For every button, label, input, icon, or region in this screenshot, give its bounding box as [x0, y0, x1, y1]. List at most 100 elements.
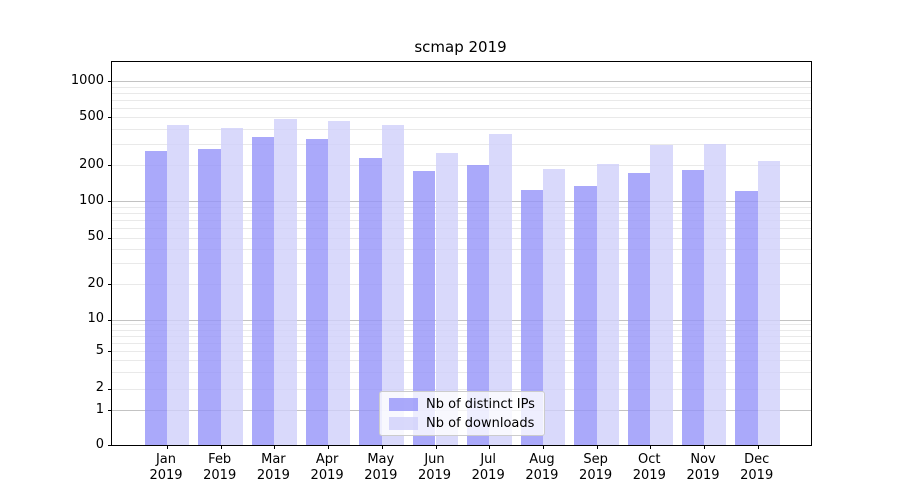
y-tick-mark-1	[108, 410, 112, 411]
y-tick-label-1000: 1000	[70, 72, 104, 88]
y-tick-label-20: 20	[87, 275, 104, 291]
y-tick-mark-50	[108, 237, 112, 239]
x-tick-label-jul: Jul 2019	[471, 452, 505, 483]
legend-swatch-downloads	[389, 416, 418, 430]
gridline-minor-9	[112, 324, 811, 326]
x-tick-label-mar: Mar 2019	[256, 452, 290, 483]
x-tick-mark-sep	[596, 445, 598, 449]
x-tick-mark-may	[381, 445, 383, 449]
y-tick-label-50: 50	[87, 229, 104, 244]
x-tick-mark-jun	[435, 445, 437, 449]
gridline-minor-200	[112, 165, 811, 166]
gridline-minor-3	[112, 372, 811, 373]
bar-downloads-jan	[167, 124, 190, 446]
bar-downloads-sep	[596, 163, 619, 446]
bar-downloads-oct	[650, 144, 673, 446]
y-tick-label-2: 2	[95, 380, 104, 396]
x-tick-mark-mar	[274, 445, 276, 449]
legend: Nb of distinct IPs Nb of downloads	[379, 391, 545, 436]
y-tick-mark-10	[108, 319, 112, 321]
gridline-minor-8	[112, 329, 811, 331]
bar-downloads-mar	[274, 118, 297, 446]
gridline-major-10	[112, 319, 811, 321]
x-tick-label-nov: Nov 2019	[686, 452, 720, 483]
bar-distinct-ips-nov	[681, 170, 704, 446]
bar-downloads-aug	[542, 168, 566, 446]
x-tick-label-jan: Jan 2019	[149, 452, 183, 483]
legend-row-downloads: Nb of downloads	[380, 416, 544, 431]
x-tick-label-oct: Oct 2019	[632, 452, 666, 483]
bar-distinct-ips-feb	[198, 149, 221, 446]
gridline-major-100	[112, 201, 811, 202]
x-tick-mark-nov	[704, 445, 705, 449]
gridline-minor-60	[112, 227, 811, 229]
bar-downloads-jul	[489, 134, 512, 446]
x-tick-label-may: May 2019	[364, 452, 398, 483]
bar-distinct-ips-may	[359, 157, 382, 446]
x-tick-mark-feb	[220, 445, 222, 449]
bar-distinct-ips-jan	[144, 150, 167, 446]
legend-label-distinct-ips: Nb of distinct IPs	[426, 396, 535, 412]
gridline-minor-4	[112, 360, 811, 362]
plot-area: Nb of distinct IPs Nb of downloads	[108, 61, 812, 449]
gridline-minor-50	[112, 237, 811, 239]
x-tick-label-apr: Apr 2019	[310, 452, 344, 483]
x-tick-mark-jul	[489, 445, 491, 449]
bar-distinct-ips-jul	[466, 164, 490, 446]
x-tick-label-jun: Jun 2019	[417, 452, 452, 483]
x-tick-mark-oct	[650, 445, 652, 449]
gridline-minor-7	[112, 335, 811, 337]
y-tick-mark-0	[108, 445, 112, 447]
gridline-minor-30	[112, 263, 811, 265]
gridline-minor-2	[112, 388, 811, 390]
gridline-minor-800	[112, 92, 811, 94]
gridline-minor-80	[112, 212, 811, 214]
gridline-minor-5	[112, 351, 811, 352]
gridline-minor-40	[112, 248, 811, 250]
legend-swatch-distinct-ips	[389, 397, 418, 411]
x-tick-mark-apr	[328, 445, 330, 449]
bar-distinct-ips-sep	[574, 186, 597, 446]
bar-distinct-ips-oct	[627, 172, 651, 446]
bar-distinct-ips-aug	[520, 190, 543, 446]
y-tick-mark-20	[108, 284, 112, 285]
legend-label-downloads: Nb of downloads	[426, 415, 535, 431]
y-tick-label-200: 200	[79, 156, 104, 172]
bar-downloads-feb	[220, 128, 244, 446]
gridline-minor-6	[112, 342, 811, 344]
bar-distinct-ips-jun	[413, 170, 436, 446]
gridline-minor-300	[112, 143, 811, 145]
y-tick-label-5: 5	[95, 342, 104, 358]
x-tick-label-dec: Dec 2019	[740, 452, 774, 483]
y-tick-mark-2	[108, 388, 112, 390]
bar-distinct-ips-mar	[252, 136, 275, 446]
y-tick-label-1: 1	[95, 401, 104, 417]
bar-downloads-may	[381, 125, 405, 446]
legend-row-distinct-ips: Nb of distinct IPs	[380, 397, 544, 412]
x-tick-mark-jan	[167, 445, 168, 449]
gridline-minor-500	[112, 117, 811, 118]
gridline-minor-700	[112, 99, 811, 101]
bar-downloads-nov	[704, 143, 727, 446]
gridline-minor-90	[112, 206, 811, 208]
gridline-major-1000	[112, 81, 811, 82]
gridline-minor-70	[112, 219, 811, 221]
x-tick-mark-dec	[757, 445, 759, 449]
x-tick-label-sep: Sep 2019	[579, 452, 613, 483]
bar-downloads-apr	[328, 120, 351, 446]
y-tick-mark-500	[108, 117, 112, 118]
y-tick-mark-200	[108, 165, 112, 166]
y-tick-mark-100	[108, 201, 112, 202]
y-tick-mark-5	[108, 351, 112, 352]
y-tick-label-100: 100	[79, 192, 104, 208]
bar-downloads-dec	[757, 160, 781, 446]
bar-downloads-jun	[435, 153, 458, 446]
gridline-minor-600	[112, 107, 811, 109]
gridline-minor-900	[112, 86, 811, 88]
y-tick-label-500: 500	[79, 108, 104, 124]
gridline-minor-400	[112, 128, 811, 130]
x-tick-mark-aug	[542, 445, 544, 449]
x-tick-label-aug: Aug 2019	[525, 452, 559, 483]
y-tick-mark-1000	[108, 81, 112, 82]
